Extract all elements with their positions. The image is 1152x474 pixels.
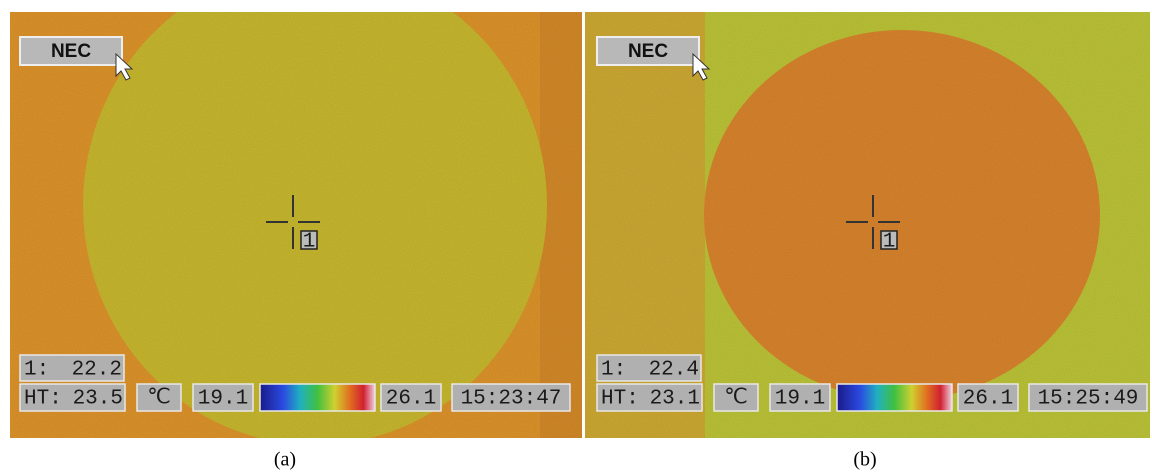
unit: ℃ [724,388,748,411]
cursor [692,52,711,81]
logo: NEC [628,41,668,62]
readout-box [713,383,759,412]
readout-box [596,354,702,382]
spot-label: 1: [601,359,626,382]
range-min: 19.1 [775,388,825,411]
palette-bar [259,383,376,412]
marker-box [300,230,318,250]
marker: 1 [303,231,316,254]
readout-box [19,383,126,412]
spot-label: 1: [24,359,49,382]
range-max: 26.1 [386,388,436,411]
logo: NEC [51,41,91,62]
logo-button [596,36,700,66]
readout-box [957,383,1019,412]
readout-box [192,383,254,412]
spot-value: 22.2 [72,359,122,382]
logo-button [19,36,123,66]
range-min: 19.1 [198,388,248,411]
time: 15:25:49 [1038,388,1139,411]
readout-box [1028,383,1148,412]
readout-box [596,383,703,412]
readout-box [19,354,125,382]
ht-value: 23.1 [650,388,700,411]
palette-bar [836,383,953,412]
spot-value: 22.4 [649,359,699,382]
ht-label: HT: [601,388,639,411]
time: 15:23:47 [461,388,562,411]
readout-box [451,383,571,412]
marker-box [880,230,898,250]
readout-box [136,383,182,412]
crosshair [846,195,900,249]
ht-label: HT: [24,388,62,411]
caption: (a) [274,449,296,471]
readout-box [769,383,831,412]
readout-box [380,383,442,412]
crosshair [266,195,320,249]
marker: 1 [883,231,896,254]
unit: ℃ [147,388,171,411]
cursor [115,52,134,81]
ht-value: 23.5 [73,388,123,411]
caption: (b) [853,449,876,471]
range-max: 26.1 [963,388,1013,411]
